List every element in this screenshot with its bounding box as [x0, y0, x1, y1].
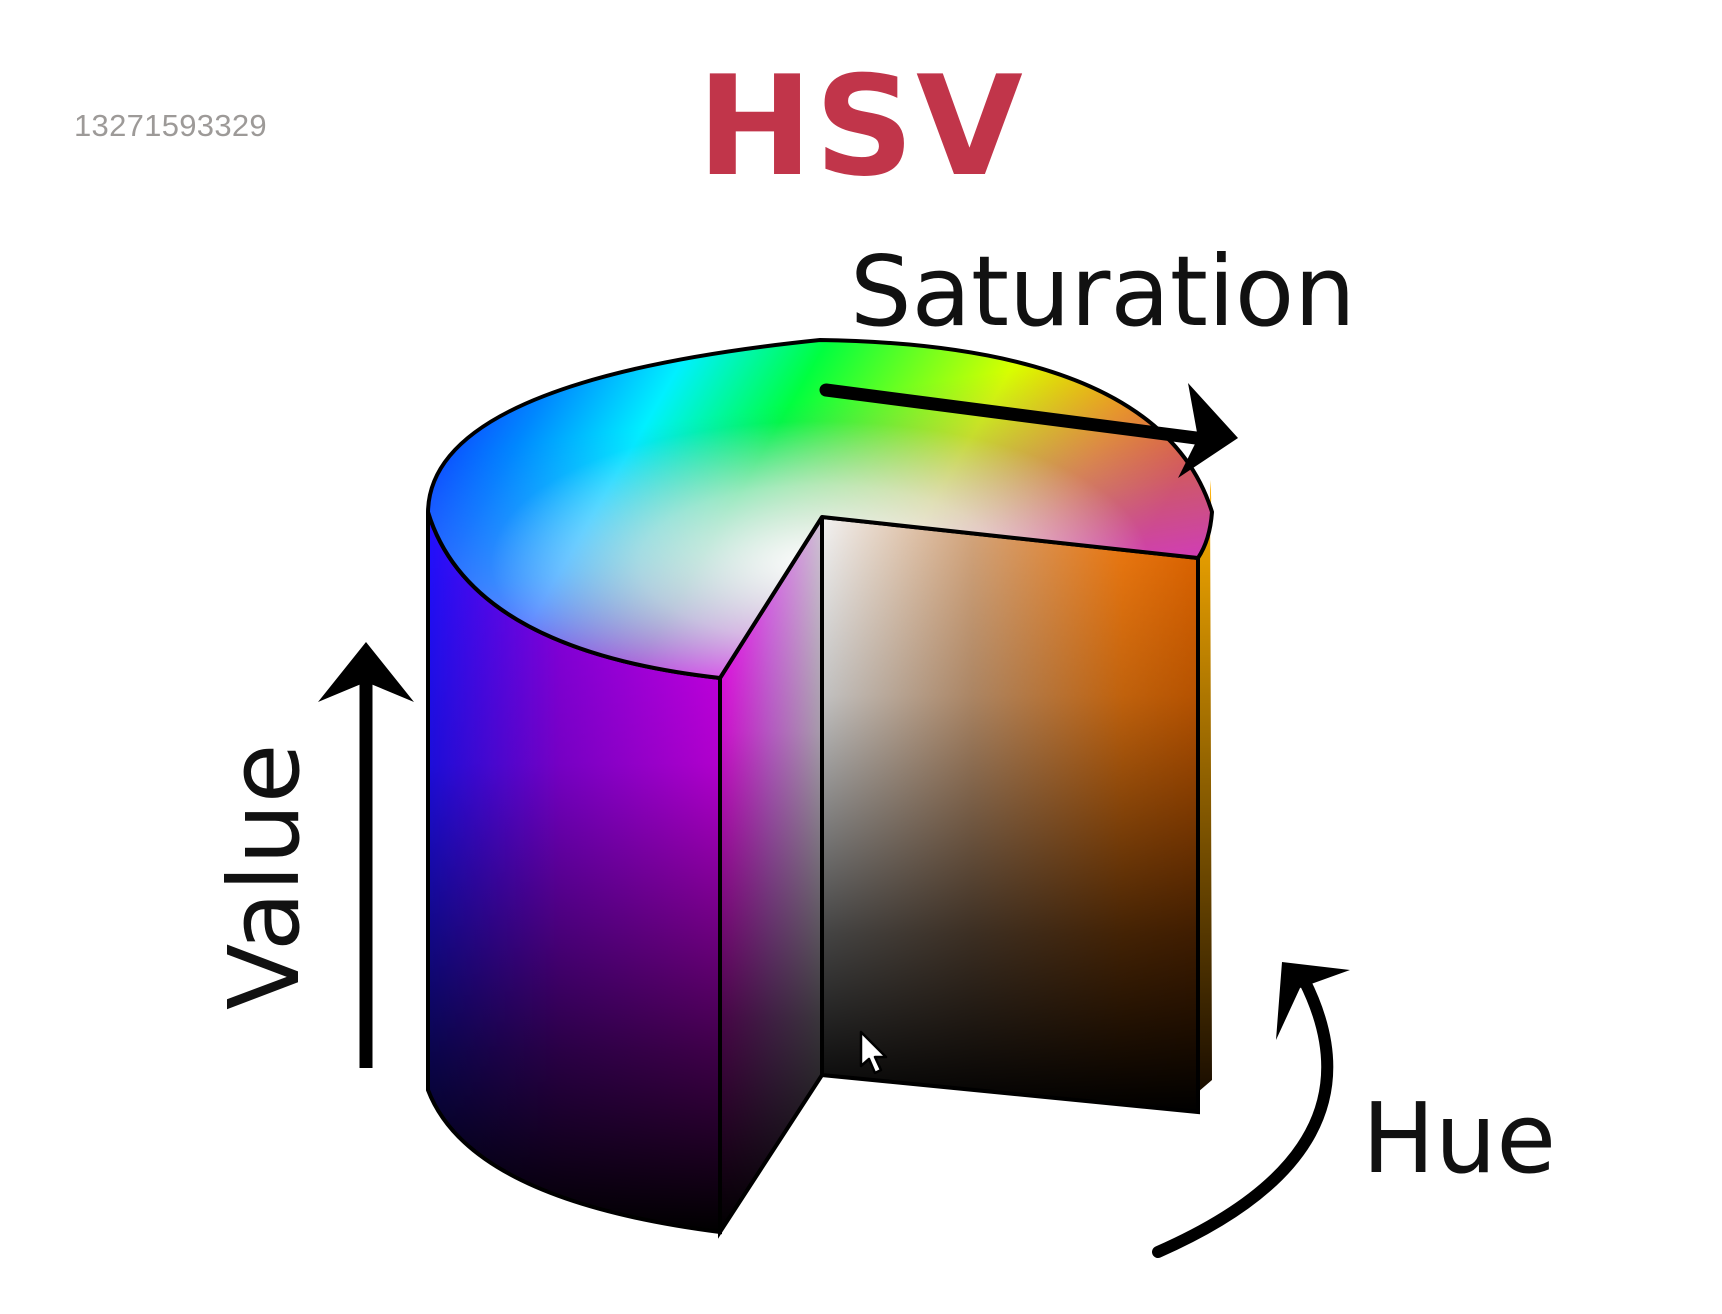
cylinder-right-sliver: [1198, 480, 1212, 1092]
mouse-pointer-icon: [858, 1030, 892, 1080]
value-label: Value: [208, 744, 321, 1010]
value-arrow-icon: [318, 642, 414, 1068]
hue-arrow-icon: [1152, 962, 1350, 1258]
diagram-title: HSV: [697, 46, 1025, 207]
saturation-label: Saturation: [850, 235, 1356, 348]
saturation-arrow-icon: [819, 383, 1238, 478]
cylinder-top-disk: [426, 338, 1214, 680]
hue-label: Hue: [1362, 1082, 1556, 1195]
phone-watermark: 13271593329: [74, 108, 267, 143]
cut-face-right: [820, 514, 1200, 1115]
